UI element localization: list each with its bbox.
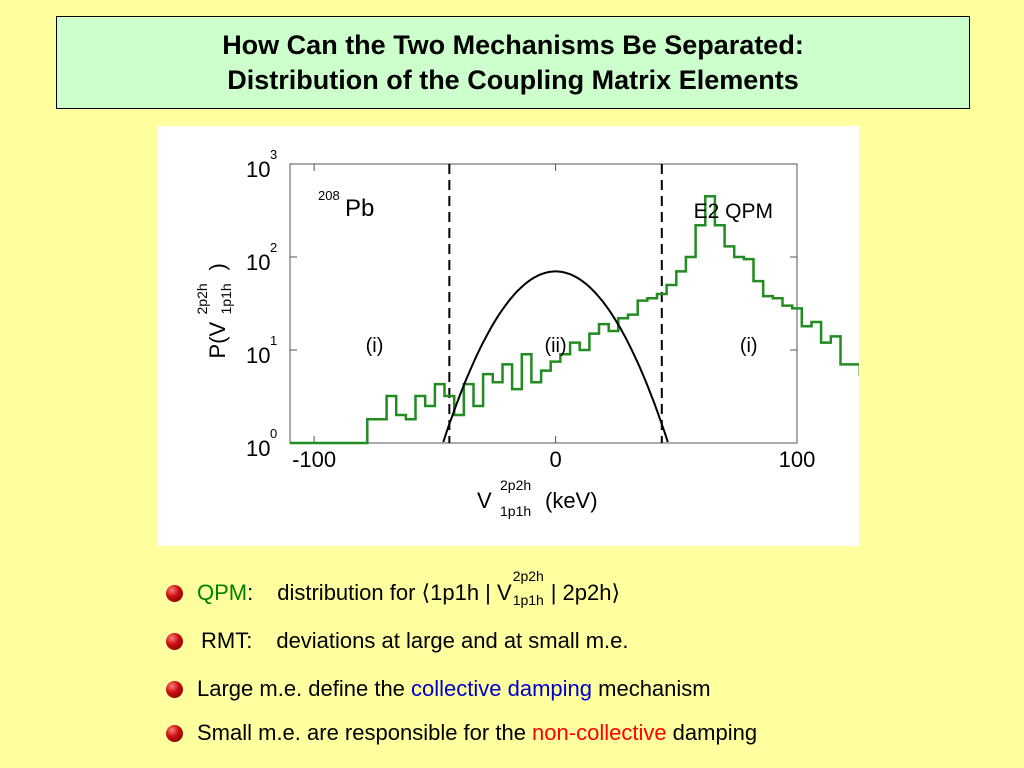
x-axis-label-main: V <box>477 488 492 513</box>
collective-text-post: mechanism <box>592 676 711 701</box>
bullet-icon <box>166 632 183 650</box>
qpm-text: distribution for ⟨1p1h | V <box>277 580 512 605</box>
noncollective-text-post: damping <box>666 720 758 745</box>
region-label: (ii) <box>544 335 566 357</box>
bullet-icon <box>166 584 183 602</box>
y-tick-label-exp: 2 <box>270 240 277 255</box>
x-tick-label: -100 <box>292 447 336 472</box>
y-tick-label-base: 10 <box>246 436 270 461</box>
histogram-series <box>290 195 859 445</box>
y-tick-label-base: 10 <box>246 250 270 275</box>
x-axis-label-sub: 1p1h <box>500 503 531 519</box>
bullet-item-collective: Large m.e. define the collective damping… <box>166 676 711 702</box>
collective-text-pre: Large m.e. define the <box>197 676 412 701</box>
region-label: (i) <box>366 335 384 357</box>
non-collective-label: non-collective <box>532 720 667 745</box>
plot-frame <box>289 163 798 444</box>
qpm-colon: : <box>247 580 254 605</box>
y-tick-label-exp: 1 <box>270 333 277 348</box>
bullet-item-noncollective: Small m.e. are responsible for the non-c… <box>166 720 757 746</box>
operator-superscript: 2p2h <box>512 568 544 584</box>
y-axis-label-suffix: ) <box>205 263 230 270</box>
bullet-item-qpm: QPM: distribution for ⟨1p1h | V 2p2h 1p1h | … <box>166 568 621 608</box>
operator-subscript: 1p1h <box>512 592 544 608</box>
y-axis-label-prefix: P(V <box>205 322 230 359</box>
slide-title-line-2: Distribution of the Coupling Matrix Elem… <box>227 64 799 95</box>
x-axis-label-sup: 2p2h <box>500 477 531 493</box>
x-tick-label: 0 <box>549 447 561 472</box>
rmt-label: RMT: <box>201 628 253 653</box>
y-axis-label: P(V 2p2h 1p1h) <box>194 263 234 358</box>
y-axis-label-sup: 2p2h <box>194 283 210 314</box>
region-label: (i) <box>740 335 758 357</box>
y-axis-label-sub: 1p1h <box>218 283 234 314</box>
y-tick-label-base: 10 <box>246 157 270 182</box>
qpm-text-end: | 2p2h⟩ <box>550 580 621 605</box>
y-tick-label-exp: 3 <box>270 147 277 162</box>
x-axis-label-unit: (keV) <box>545 488 598 513</box>
x-tick-label: 100 <box>779 447 816 472</box>
bullet-icon <box>166 680 183 698</box>
bullet-icon <box>166 724 183 742</box>
slide-title-line-1: How Can the Two Mechanisms Be Separated: <box>222 29 804 60</box>
coupling-operator: 2p2h 1p1h <box>513 568 549 608</box>
y-tick-label-exp: 0 <box>270 426 277 441</box>
nucleus-symbol: Pb <box>345 195 374 222</box>
model-label: E2 QPM <box>694 200 773 223</box>
collective-damping-label: collective damping <box>411 676 593 701</box>
nucleus-mass-number: 208 <box>318 188 340 203</box>
qpm-label: QPM <box>197 580 248 605</box>
noncollective-text-pre: Small m.e. are responsible for the <box>197 720 533 745</box>
y-tick-label-base: 10 <box>246 343 270 368</box>
rmt-text: deviations at large and at small m.e. <box>276 628 629 653</box>
bullet-item-rmt: RMT: deviations at large and at small m.e… <box>166 628 629 654</box>
title-box: How Can the Two Mechanisms Be Separated:… <box>56 16 970 109</box>
chart-panel: 10 0 10 1 10 2 10 3 -100 0 100 (i) (ii) (i) 208 Pb E2 QP… <box>157 126 859 546</box>
gaussian-fit-curve <box>442 270 669 443</box>
